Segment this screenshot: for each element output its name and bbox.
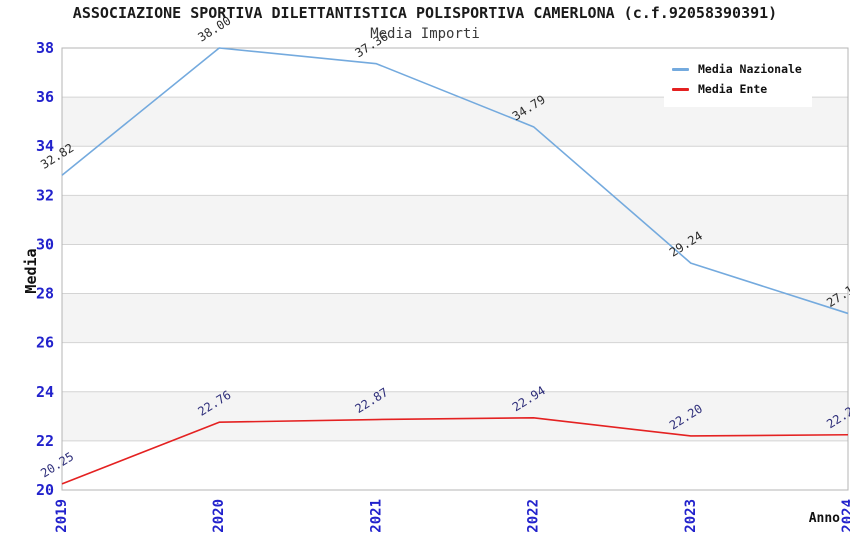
- x-tick-label: 2023: [683, 499, 699, 533]
- plot-band: [62, 391, 848, 441]
- x-tick-label: 2024: [840, 499, 850, 533]
- y-tick-label: 26: [36, 334, 54, 352]
- y-tick-label: 30: [36, 235, 54, 253]
- x-tick-label: 2021: [368, 499, 384, 533]
- y-tick-label: 34: [36, 137, 54, 155]
- series-line: [61, 417, 849, 485]
- chart-subtitle: Media Importi: [370, 26, 480, 42]
- y-tick-label: 32: [36, 186, 54, 204]
- y-tick-label: 24: [36, 383, 54, 401]
- legend-swatch-ente: [672, 87, 689, 91]
- plot-band: [62, 342, 848, 392]
- y-tick-label: 36: [36, 88, 54, 106]
- legend-item-nazionale: Media Nazionale: [672, 59, 804, 79]
- legend-swatch-nazionale: [672, 67, 689, 71]
- plot-band: [62, 195, 848, 245]
- x-tick-label: 2022: [526, 499, 542, 533]
- legend: Media Nazionale Media Ente: [664, 52, 812, 107]
- y-tick-label: 28: [36, 285, 54, 303]
- y-axis-label: Media: [22, 248, 40, 294]
- plot-band: [62, 293, 848, 343]
- x-tick-label: 2020: [211, 499, 227, 533]
- legend-label-nazionale: Media Nazionale: [698, 62, 802, 76]
- plot-band: [62, 440, 848, 490]
- y-tick-label: 20: [36, 481, 54, 499]
- plot-band: [62, 244, 848, 294]
- legend-item-ente: Media Ente: [672, 79, 804, 99]
- legend-label-ente: Media Ente: [698, 82, 768, 96]
- plot-border: [61, 47, 849, 491]
- series-line: [61, 47, 849, 315]
- plot-band: [62, 146, 848, 196]
- x-axis-label: Anno: [808, 511, 840, 526]
- y-tick-label: 38: [36, 39, 54, 57]
- x-tick-label: 2019: [54, 499, 70, 533]
- y-tick-label: 22: [36, 432, 54, 450]
- chart-title: ASSOCIAZIONE SPORTIVA DILETTANTISTICA PO…: [72, 4, 778, 22]
